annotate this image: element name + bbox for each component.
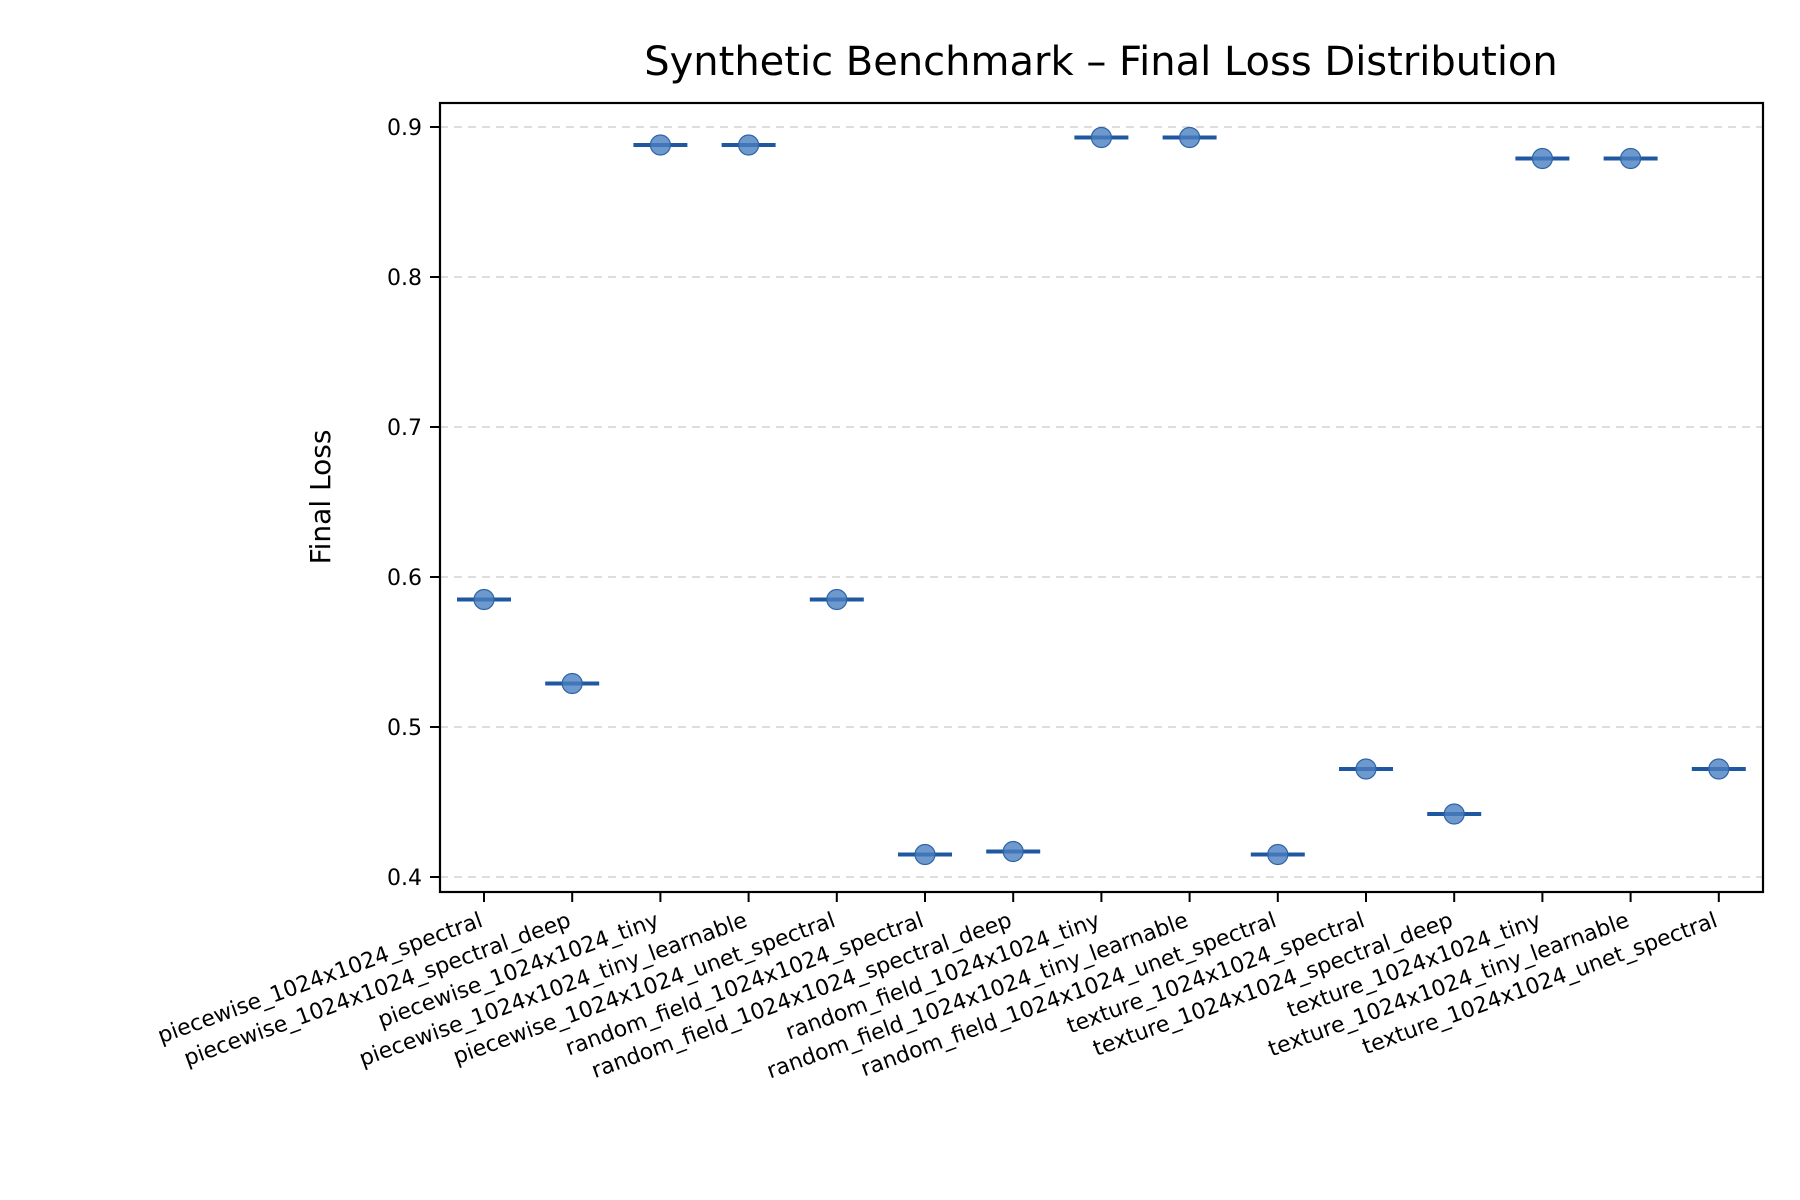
data-point (1619, 147, 1642, 170)
data-point (649, 134, 672, 156)
data-point (826, 588, 848, 611)
grid-lines (440, 126, 1763, 878)
y-tick-label: 0.9 (387, 116, 422, 141)
y-axis-label: Final Loss (304, 430, 337, 565)
data-marks (457, 126, 1746, 866)
chart-title: Synthetic Benchmark – Final Loss Distrib… (644, 39, 1558, 85)
y-tick-label: 0.5 (387, 716, 422, 741)
data-point (1443, 803, 1465, 825)
data-point (1002, 840, 1024, 863)
data-point (1090, 126, 1113, 149)
y-tick-label: 0.8 (387, 266, 422, 291)
data-point (561, 672, 583, 695)
data-point (1355, 758, 1377, 780)
data-point (737, 134, 760, 156)
y-tick-label: 0.4 (387, 866, 422, 891)
data-point (1267, 843, 1289, 866)
y-tick-label: 0.6 (387, 566, 422, 591)
y-axis: 0.4 0.5 0.6 0.7 0.8 0.9 (387, 116, 440, 891)
data-point (1708, 758, 1730, 780)
x-axis: piecewise_1024x1024_spectralpiecewise_10… (155, 892, 1721, 1084)
plot-frame (438, 101, 1765, 894)
data-point (1178, 126, 1201, 149)
data-point (1531, 147, 1554, 170)
data-point (473, 588, 495, 611)
y-tick-label: 0.7 (387, 416, 422, 441)
data-point (914, 843, 936, 866)
